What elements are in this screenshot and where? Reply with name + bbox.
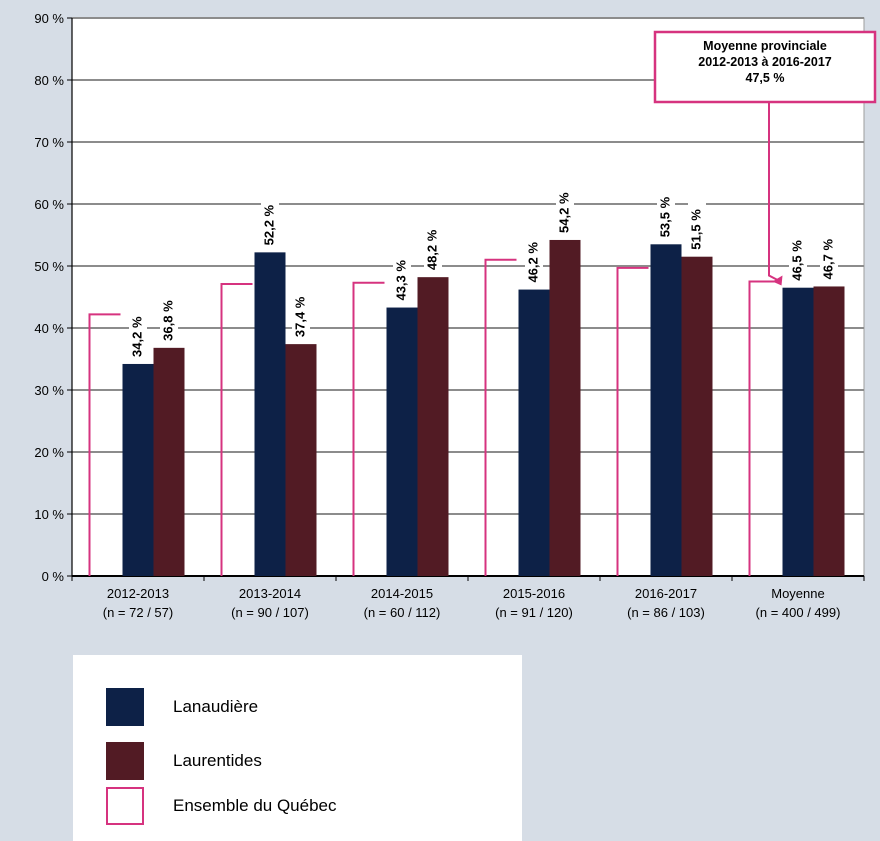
legend-item-lanaudiere: Lanaudière	[106, 687, 258, 727]
bar-ensemble-du-quebec	[352, 281, 385, 576]
bar-chart: 0 % 10 % 20 % 30 % 40 % 50 % 60 % 70 % 80 % 90 % 3…	[34, 11, 877, 620]
bar-ensemble-du-quebec	[88, 313, 121, 576]
data-label: 46,5 %	[789, 240, 804, 281]
data-label-background	[789, 225, 807, 281]
x-tick-sublabel: (n = 60 / 112)	[364, 605, 441, 620]
bar-ensemble-du-quebec	[616, 266, 649, 576]
y-tick-label: 80 %	[34, 73, 64, 88]
bar-lanaudiere	[254, 252, 286, 577]
bar-lanaudiere	[122, 363, 154, 576]
annotation-text: 2012-2013 à 2016-2017	[698, 55, 832, 69]
bar-lanaudiere	[650, 244, 682, 577]
bar-laurentides	[813, 286, 845, 576]
data-label-background	[820, 224, 838, 280]
legend-label-ensemble-du-quebec: Ensemble du Québec	[173, 796, 337, 815]
data-label-background	[424, 215, 442, 271]
bar-lanaudiere	[386, 307, 418, 576]
bar-ensemble-du-quebec	[220, 282, 253, 576]
data-label: 37,4 %	[292, 296, 307, 337]
bar-lanaudiere	[518, 289, 550, 576]
x-tick-label: 2016-2017	[635, 586, 697, 601]
bar-ensemble-du-quebec	[484, 258, 517, 576]
y-tick-label: 50 %	[34, 259, 64, 274]
data-label: 46,7 %	[820, 239, 835, 280]
plot-area	[71, 17, 865, 577]
data-label-background	[393, 245, 411, 301]
x-tick-label: Moyenne	[771, 586, 824, 601]
legend-item-ensemble-du-quebec: Ensemble du Québec	[106, 786, 337, 826]
data-label: 34,2 %	[129, 316, 144, 357]
bar-laurentides	[153, 347, 185, 576]
x-tick-label: 2013-2014	[239, 586, 301, 601]
data-label-background	[688, 194, 706, 250]
bar-laurentides	[417, 277, 449, 576]
x-tick-sublabel: (n = 86 / 103)	[627, 605, 705, 620]
bar-laurentides	[681, 256, 713, 576]
annotation-arrowhead	[772, 275, 783, 286]
y-tick-label: 10 %	[34, 507, 64, 522]
data-label: 48,2 %	[424, 229, 439, 270]
legend-item-laurentides: Laurentides	[106, 741, 262, 781]
legend-label-laurentides: Laurentides	[173, 751, 262, 770]
bar-lanaudiere	[782, 287, 814, 576]
annotation-text: Moyenne provinciale	[703, 39, 827, 53]
data-label: 36,8 %	[160, 300, 175, 341]
y-tick-label: 60 %	[34, 197, 64, 212]
y-tick-label: 90 %	[34, 11, 64, 26]
data-label: 52,2 %	[261, 204, 276, 245]
bar-laurentides	[549, 239, 581, 576]
data-label-background	[292, 282, 310, 338]
data-label-background	[129, 301, 147, 357]
annotation-box	[653, 30, 877, 104]
x-tick-sublabel: (n = 72 / 57)	[103, 605, 173, 620]
y-tick-label: 0 %	[42, 569, 65, 584]
legend-label-lanaudiere: Lanaudière	[173, 697, 259, 716]
chart-legend: Lanaudière Laurentides Ensemble du Québe…	[73, 655, 522, 841]
y-tick-label: 30 %	[34, 383, 64, 398]
data-label-background	[556, 177, 574, 233]
x-tick-sublabel: (n = 90 / 107)	[231, 605, 309, 620]
bar-laurentides	[285, 344, 317, 576]
y-tick-label: 70 %	[34, 135, 64, 150]
data-label-background	[657, 182, 675, 238]
y-tick-label: 40 %	[34, 321, 64, 336]
x-tick-label: 2014-2015	[371, 586, 433, 601]
x-tick-label: 2012-2013	[107, 586, 169, 601]
data-label: 54,2 %	[556, 192, 571, 233]
legend-swatch-ensemble-du-quebec	[106, 787, 144, 825]
data-label-background	[160, 285, 178, 341]
x-tick-sublabel: (n = 91 / 120)	[495, 605, 573, 620]
data-label: 53,5 %	[657, 196, 672, 237]
data-label: 46,2 %	[525, 242, 540, 283]
y-tick-label: 20 %	[34, 445, 64, 460]
x-tick-label: 2015-2016	[503, 586, 565, 601]
data-label-background	[261, 190, 279, 246]
legend-swatch-lanaudiere	[106, 688, 144, 726]
annotation-text: 47,5 %	[746, 71, 785, 85]
x-tick-sublabel: (n = 400 / 499)	[756, 605, 841, 620]
legend-swatch-laurentides	[106, 742, 144, 780]
data-label-background	[525, 227, 543, 283]
data-label: 43,3 %	[393, 260, 408, 301]
annotation-arrow	[768, 102, 779, 282]
bar-ensemble-du-quebec	[748, 280, 781, 576]
data-label: 51,5 %	[688, 209, 703, 250]
